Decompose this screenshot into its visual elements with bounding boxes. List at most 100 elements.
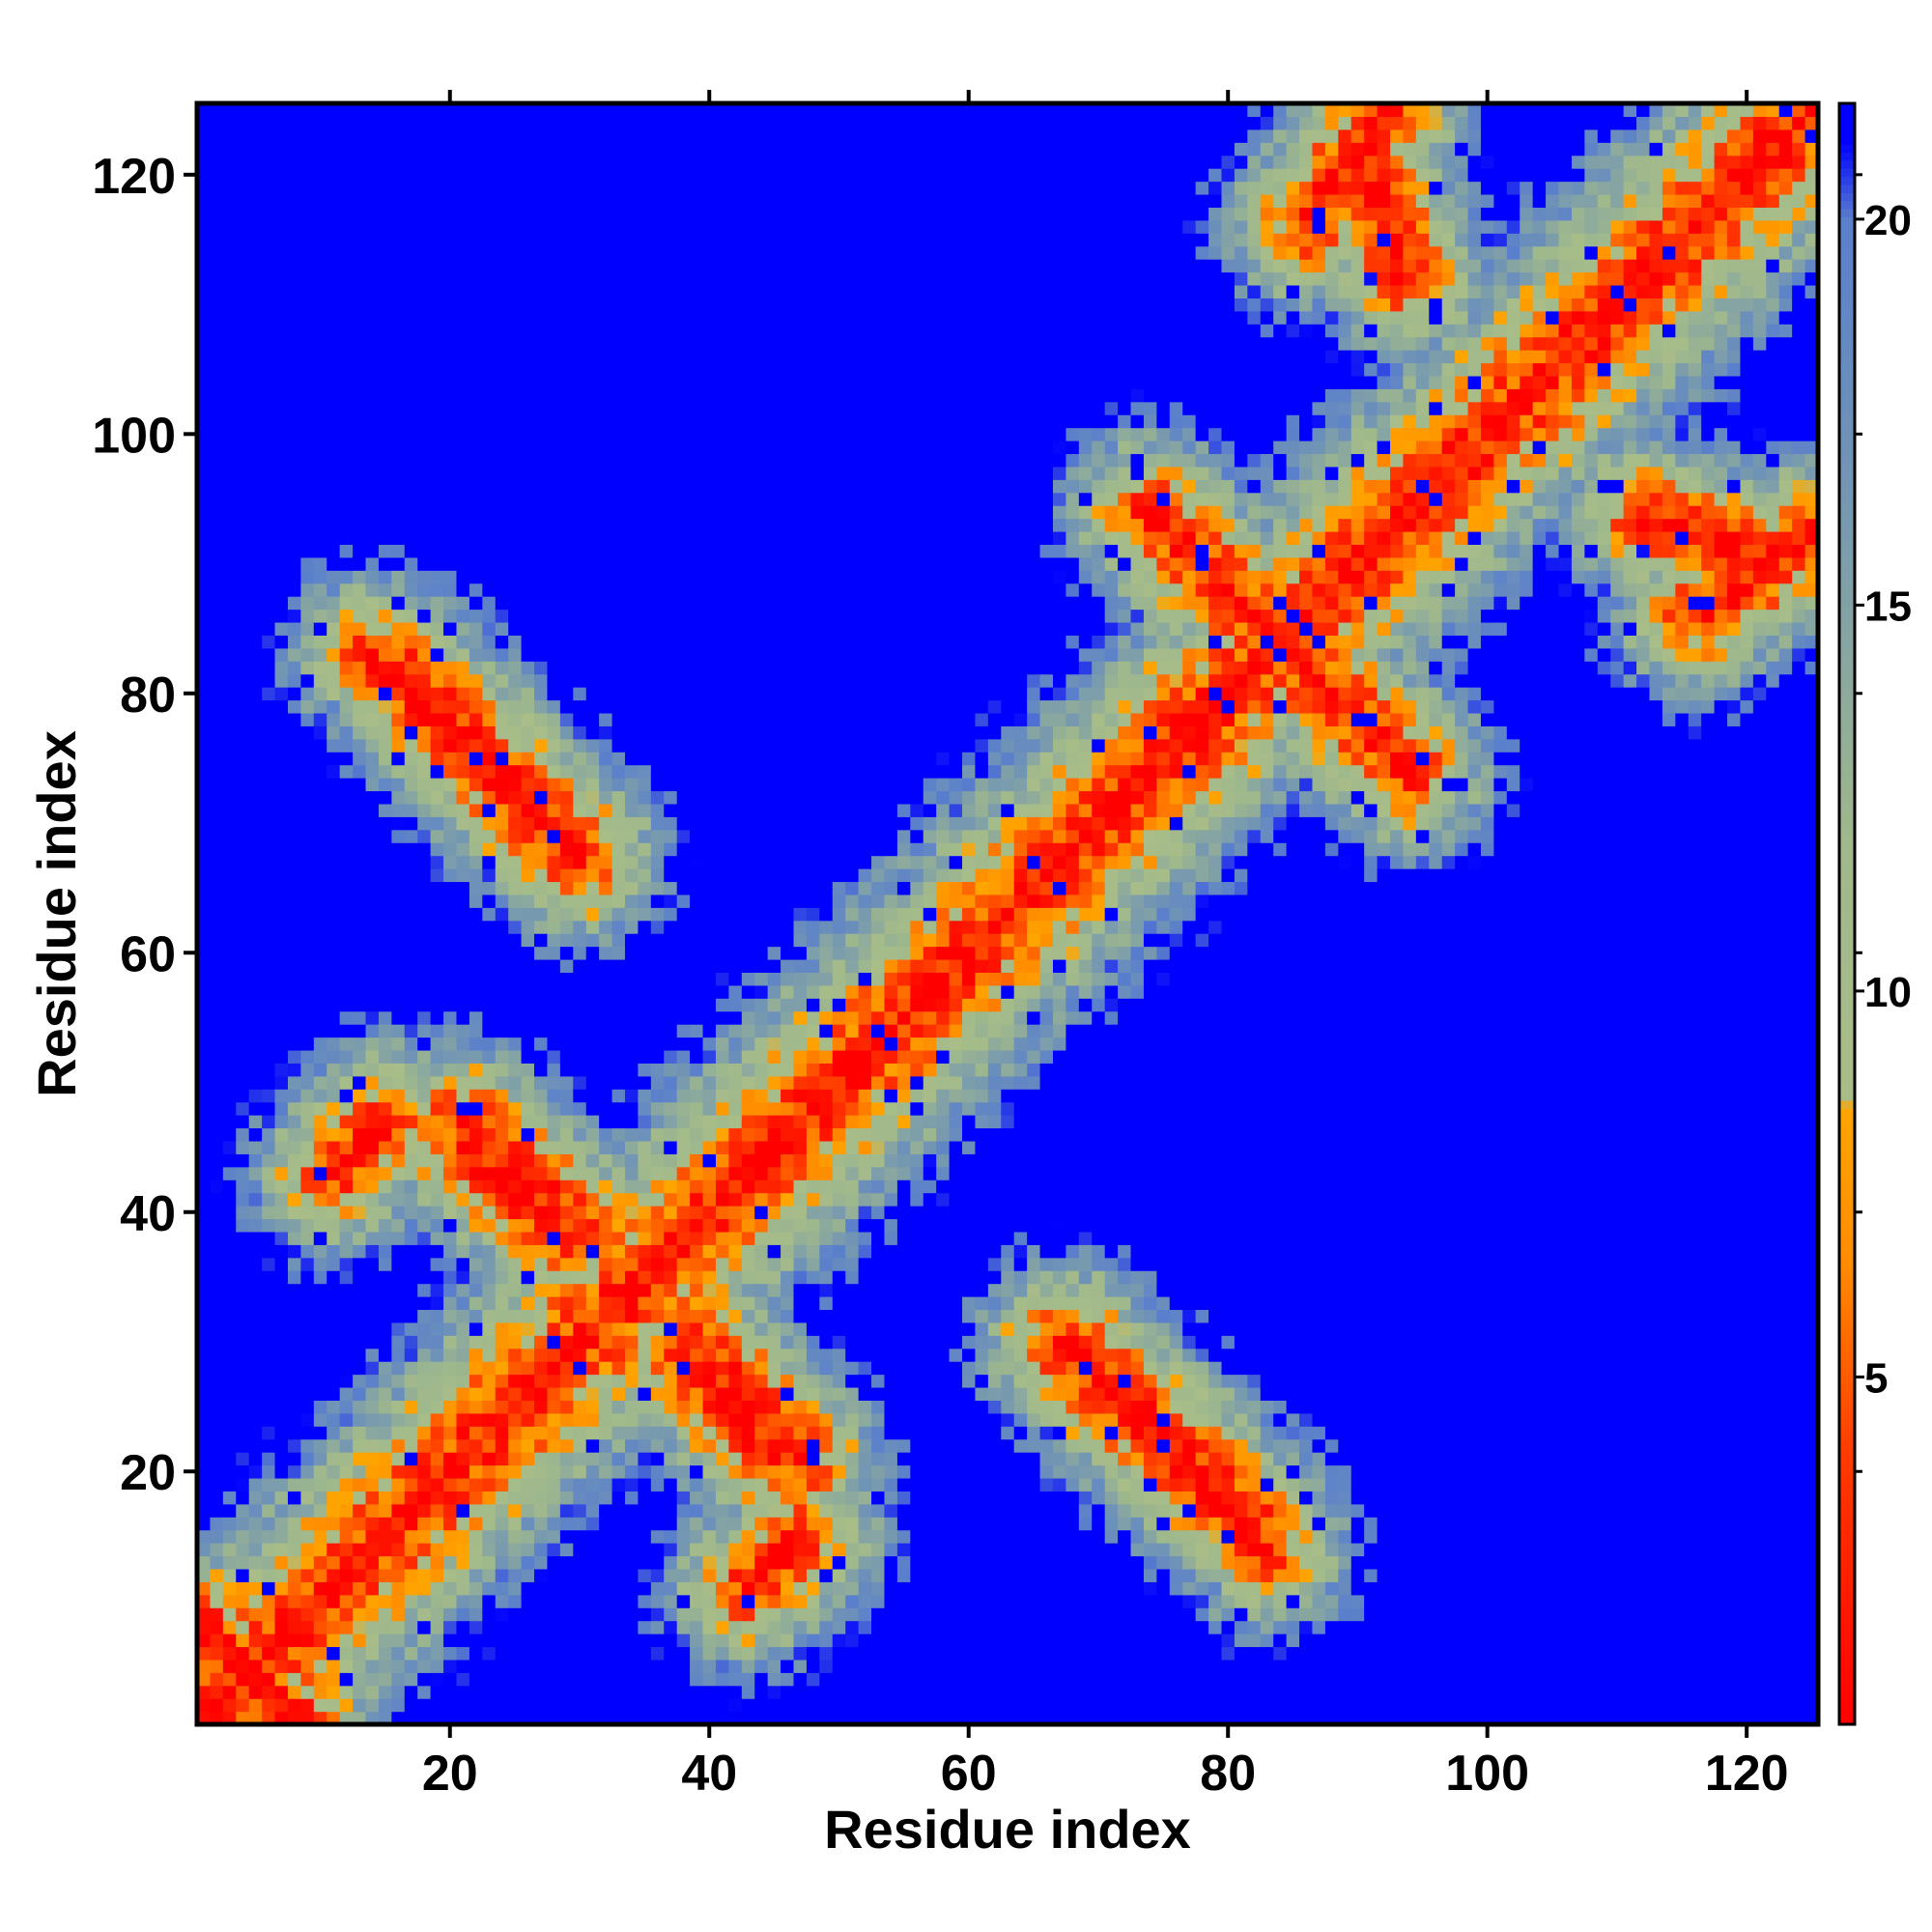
heatmap-cell bbox=[327, 298, 341, 312]
heatmap-cell bbox=[638, 1400, 652, 1414]
heatmap-cell bbox=[236, 1634, 250, 1648]
heatmap-cell bbox=[521, 1529, 535, 1544]
heatmap-cell bbox=[676, 1089, 691, 1103]
heatmap-cell bbox=[262, 401, 276, 415]
heatmap-cell bbox=[702, 712, 717, 726]
heatmap-cell bbox=[495, 1166, 509, 1180]
heatmap-cell bbox=[559, 1049, 574, 1064]
heatmap-cell bbox=[585, 1386, 600, 1401]
heatmap-cell bbox=[327, 103, 341, 118]
heatmap-cell bbox=[650, 1517, 665, 1531]
heatmap-cell bbox=[262, 752, 276, 766]
heatmap-cell bbox=[300, 1543, 315, 1557]
heatmap-cell bbox=[664, 868, 678, 883]
heatmap-cell bbox=[327, 1620, 341, 1634]
heatmap-cell bbox=[676, 725, 691, 740]
heatmap-cell bbox=[313, 881, 327, 895]
heatmap-cell bbox=[573, 673, 587, 688]
heatmap-cell bbox=[365, 984, 380, 999]
heatmap-cell bbox=[404, 673, 418, 688]
heatmap-cell bbox=[495, 193, 509, 208]
heatmap-cell bbox=[702, 207, 717, 221]
heatmap-cell bbox=[469, 350, 483, 364]
heatmap-cell bbox=[236, 1101, 250, 1116]
heatmap-cell bbox=[443, 1257, 458, 1271]
heatmap-cell bbox=[443, 1607, 458, 1622]
heatmap-cell bbox=[391, 1646, 406, 1661]
heatmap-cell bbox=[365, 168, 380, 183]
heatmap-cell bbox=[559, 1024, 574, 1038]
heatmap-cell bbox=[469, 816, 483, 831]
heatmap-cell bbox=[378, 245, 392, 260]
heatmap-cell bbox=[508, 1438, 523, 1453]
heatmap-cell bbox=[274, 596, 289, 611]
heatmap-cell bbox=[573, 233, 587, 247]
heatmap-cell bbox=[365, 998, 380, 1012]
heatmap-cell bbox=[638, 1361, 652, 1376]
heatmap-cell bbox=[430, 1685, 444, 1699]
heatmap-cell bbox=[378, 388, 392, 403]
heatmap-cell bbox=[559, 894, 574, 908]
heatmap-cell bbox=[573, 1283, 587, 1297]
heatmap-cell bbox=[469, 1283, 483, 1297]
heatmap-cell bbox=[300, 116, 315, 130]
heatmap-cell bbox=[365, 1166, 380, 1180]
heatmap-cell bbox=[482, 661, 497, 675]
heatmap-cell bbox=[197, 181, 212, 195]
heatmap-cell bbox=[353, 336, 367, 351]
heatmap-cell bbox=[508, 1452, 523, 1466]
heatmap-cell bbox=[236, 790, 250, 805]
heatmap-cell bbox=[599, 958, 613, 973]
heatmap-cell bbox=[482, 518, 497, 532]
heatmap-cell bbox=[559, 881, 574, 895]
heatmap-cell bbox=[585, 778, 600, 792]
heatmap-cell bbox=[327, 946, 341, 960]
heatmap-cell bbox=[210, 1711, 224, 1725]
heatmap-cell bbox=[585, 1037, 600, 1051]
heatmap-cell bbox=[339, 401, 354, 415]
heatmap-cell bbox=[585, 128, 600, 143]
heatmap-cell bbox=[495, 1438, 509, 1453]
heatmap-cell bbox=[430, 661, 444, 675]
heatmap-cell bbox=[599, 1244, 613, 1259]
heatmap-cell bbox=[300, 868, 315, 883]
heatmap-cell bbox=[339, 1685, 354, 1699]
heatmap-cell bbox=[236, 946, 250, 960]
heatmap-cell bbox=[365, 1464, 380, 1479]
heatmap-cell bbox=[365, 1218, 380, 1233]
heatmap-cell bbox=[391, 1634, 406, 1648]
heatmap-cell bbox=[521, 984, 535, 999]
heatmap-cell bbox=[534, 1438, 549, 1453]
heatmap-cell bbox=[353, 505, 367, 520]
heatmap-cell bbox=[365, 1335, 380, 1350]
heatmap-cell bbox=[210, 233, 224, 247]
heatmap-cell bbox=[469, 168, 483, 183]
heatmap-cell bbox=[547, 427, 561, 441]
heatmap-cell bbox=[378, 453, 392, 468]
heatmap-cell bbox=[378, 505, 392, 520]
heatmap-cell bbox=[327, 1024, 341, 1038]
heatmap-cell bbox=[378, 401, 392, 415]
heatmap-cell bbox=[599, 1101, 613, 1116]
heatmap-cell bbox=[676, 582, 691, 597]
heatmap-cell bbox=[210, 1374, 224, 1388]
heatmap-cell bbox=[262, 479, 276, 494]
heatmap-cell bbox=[547, 1049, 561, 1064]
heatmap-cell bbox=[611, 466, 626, 480]
heatmap-cell bbox=[690, 621, 704, 636]
heatmap-cell bbox=[456, 1192, 470, 1207]
heatmap-cell bbox=[664, 1374, 678, 1388]
heatmap-cell bbox=[559, 1620, 574, 1634]
heatmap-cell bbox=[248, 699, 263, 714]
heatmap-cell bbox=[248, 1010, 263, 1025]
heatmap-cell bbox=[482, 1464, 497, 1479]
heatmap-cell bbox=[508, 259, 523, 273]
heatmap-cell bbox=[300, 401, 315, 415]
heatmap-cell bbox=[197, 1426, 212, 1440]
heatmap-cell bbox=[690, 1477, 704, 1492]
heatmap-cell bbox=[404, 570, 418, 584]
heatmap-cell bbox=[650, 1166, 665, 1180]
heatmap-cell bbox=[482, 998, 497, 1012]
heatmap-cell bbox=[534, 868, 549, 883]
